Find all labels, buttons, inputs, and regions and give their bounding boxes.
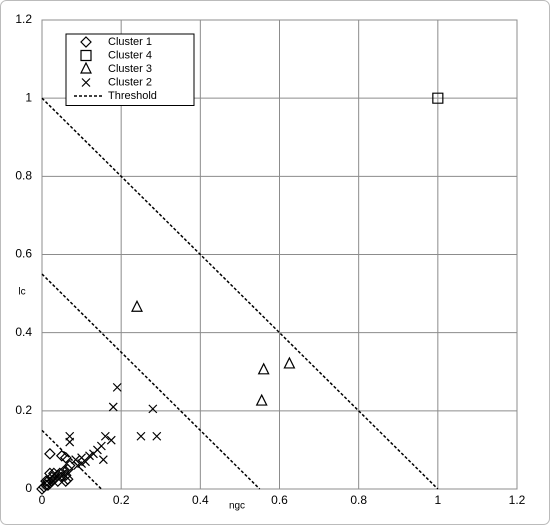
point <box>136 431 146 441</box>
point <box>152 431 162 441</box>
plot-frame <box>41 19 518 490</box>
point <box>44 467 56 480</box>
point <box>112 382 122 392</box>
point <box>71 455 81 465</box>
x-axis-label: ngc <box>229 501 245 512</box>
point <box>65 437 75 447</box>
point <box>100 431 110 441</box>
y-tick-label: 0.8 <box>15 169 32 183</box>
x-tick-label: 1.2 <box>509 493 526 507</box>
point <box>85 451 94 461</box>
y-tick-label: 0.4 <box>15 325 32 339</box>
point <box>106 435 116 445</box>
x-tick-label: 0.4 <box>192 493 209 507</box>
legend-swatch <box>80 36 92 48</box>
y-tick-label: 0 <box>25 481 32 495</box>
y-axis-label: lc <box>18 287 25 298</box>
y-tick-label: 0.2 <box>15 403 32 417</box>
point <box>46 471 58 484</box>
point <box>257 362 270 375</box>
point <box>92 445 102 455</box>
legend-label: Cluster 3 <box>108 63 152 75</box>
point <box>40 475 52 488</box>
point <box>36 483 48 495</box>
point <box>283 356 296 369</box>
point <box>255 393 268 406</box>
point <box>148 404 158 414</box>
threshold-line <box>41 97 439 490</box>
point <box>42 475 54 488</box>
legend-label: Cluster 1 <box>108 36 152 48</box>
x-tick-label: 0.2 <box>113 493 130 507</box>
point <box>51 475 64 488</box>
legend-label: Cluster 4 <box>108 49 152 61</box>
grid-layer: 0 0.2 0.4 0.6 0.8 1 1.2 0 0.2 0.4 0.6 0.8 1 1.2 <box>15 12 525 507</box>
legend-swatch <box>80 61 92 74</box>
x-tick-label: 0.6 <box>271 493 288 507</box>
x-tick-label: 0.8 <box>350 493 367 507</box>
point <box>63 459 76 472</box>
point <box>98 455 108 465</box>
legend-label: Cluster 2 <box>108 76 152 88</box>
y-tick-label: 1.2 <box>15 12 32 26</box>
point <box>81 457 90 467</box>
point <box>131 299 143 312</box>
point <box>432 92 444 104</box>
legend-swatch <box>80 49 92 62</box>
marks-layer <box>36 92 444 495</box>
y-tick-label: 1 <box>25 90 32 104</box>
x-tick-label: 1 <box>434 493 441 507</box>
point <box>61 473 74 486</box>
point <box>108 402 118 412</box>
point <box>44 447 56 460</box>
legend-label: Threshold <box>108 90 157 102</box>
legend-swatch <box>81 78 91 87</box>
point <box>48 467 60 480</box>
x-tick-label: 0 <box>39 493 46 507</box>
y-tick-label: 0.6 <box>15 247 32 261</box>
